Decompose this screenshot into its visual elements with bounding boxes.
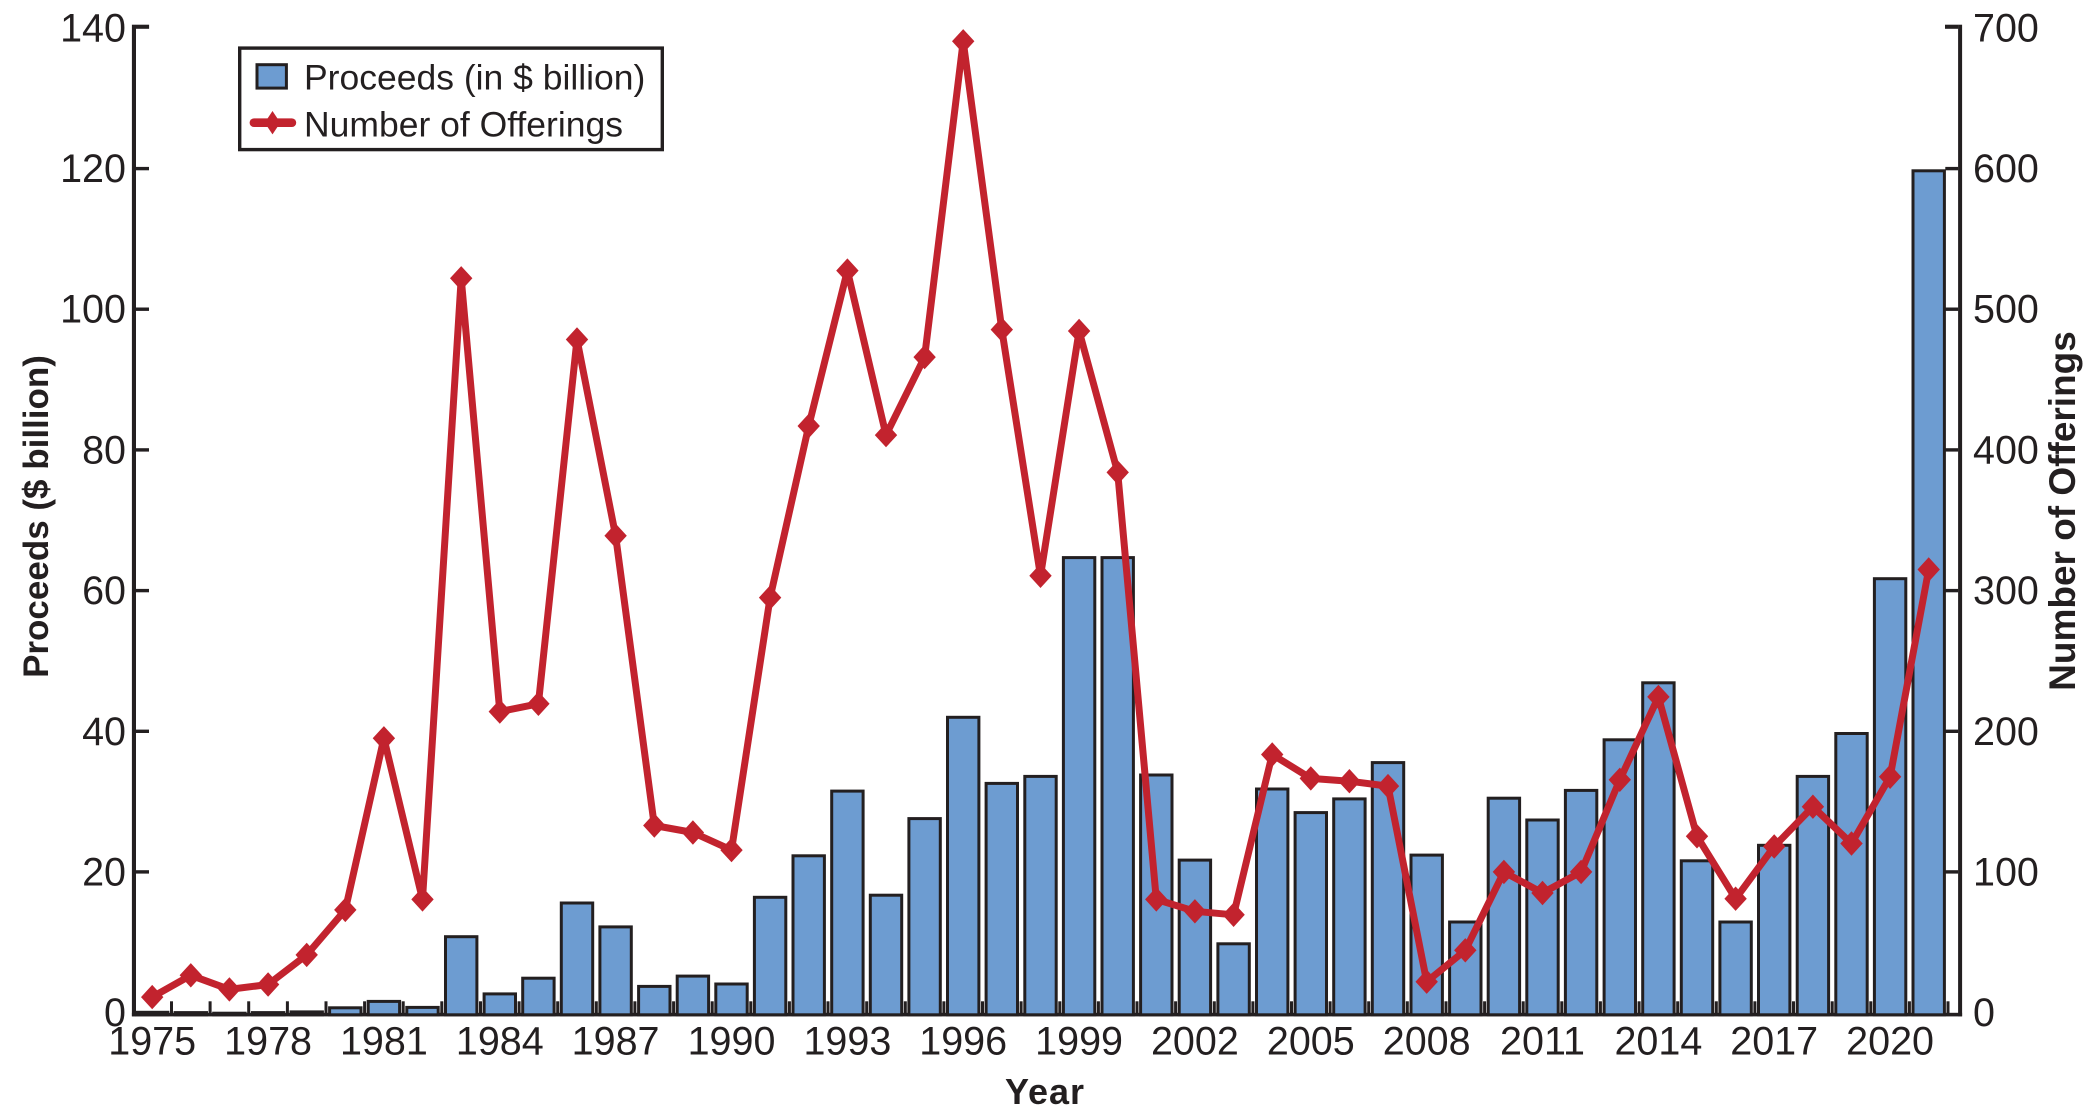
svg-text:40: 40 [82,710,126,754]
svg-text:1984: 1984 [456,1020,544,1064]
svg-text:1996: 1996 [919,1020,1007,1064]
svg-text:100: 100 [1973,850,2039,894]
svg-text:Proceeds ($ billion): Proceeds ($ billion) [17,355,56,678]
svg-text:2002: 2002 [1151,1020,1239,1064]
svg-text:1978: 1978 [224,1020,312,1064]
svg-text:1975: 1975 [108,1020,196,1064]
svg-text:1999: 1999 [1035,1020,1123,1064]
svg-text:200: 200 [1973,710,2039,754]
svg-text:120: 120 [60,147,126,191]
svg-text:2017: 2017 [1730,1020,1818,1064]
svg-text:0: 0 [104,991,126,1035]
svg-text:Proceeds (in $ billion): Proceeds (in $ billion) [304,58,645,98]
svg-text:1990: 1990 [688,1020,776,1064]
svg-text:700: 700 [1973,6,2039,50]
svg-text:2005: 2005 [1267,1020,1355,1064]
svg-text:400: 400 [1973,428,2039,472]
svg-text:2008: 2008 [1383,1020,1471,1064]
svg-text:300: 300 [1973,569,2039,613]
svg-text:20: 20 [82,850,126,894]
svg-text:0: 0 [1973,991,1995,1035]
svg-text:1987: 1987 [572,1020,660,1064]
svg-text:Number of Offerings: Number of Offerings [304,105,623,145]
svg-text:100: 100 [60,288,126,332]
svg-text:600: 600 [1973,147,2039,191]
svg-text:2011: 2011 [1500,1020,1585,1064]
svg-text:140: 140 [60,6,126,50]
svg-text:60: 60 [82,569,126,613]
svg-text:2020: 2020 [1846,1020,1934,1064]
svg-text:1993: 1993 [803,1020,891,1064]
svg-text:Number of Offerings: Number of Offerings [2042,331,2083,691]
svg-text:500: 500 [1973,288,2039,332]
svg-text:80: 80 [82,428,126,472]
svg-text:1981: 1981 [340,1020,428,1064]
svg-text:Year: Year [1005,1071,1085,1108]
svg-text:2014: 2014 [1614,1020,1702,1064]
